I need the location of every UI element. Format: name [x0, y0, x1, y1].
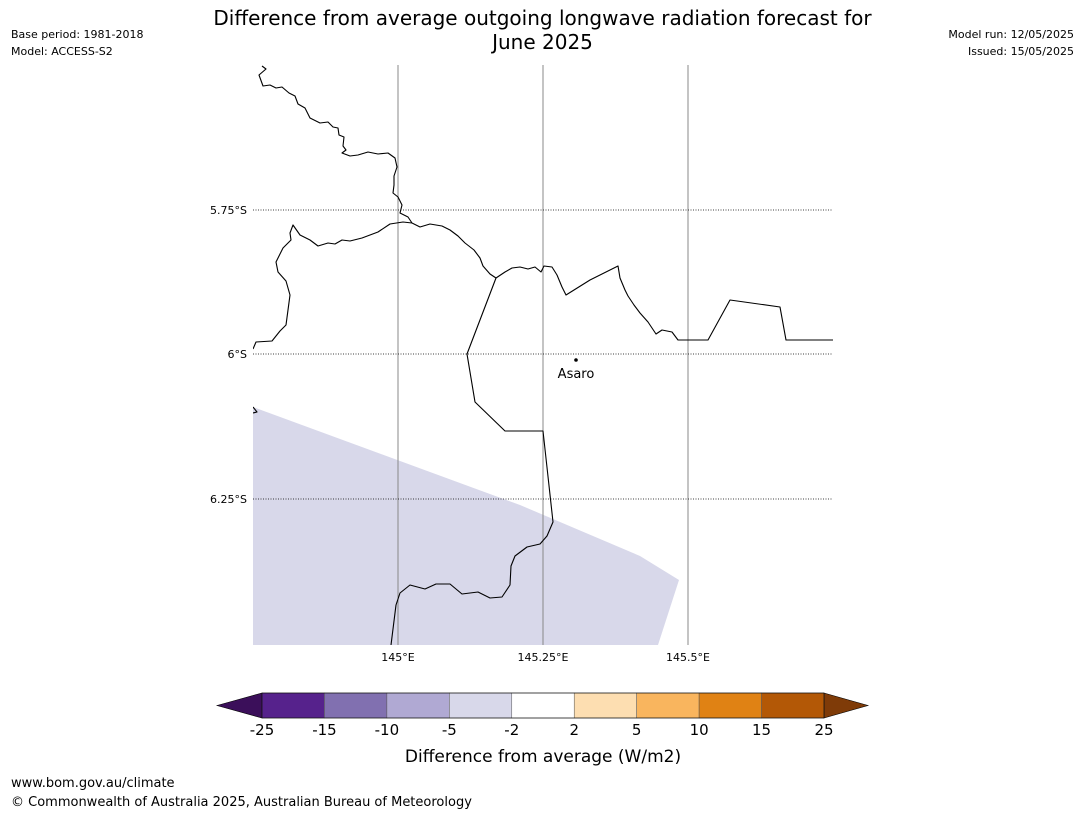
- boundary-central: [253, 221, 413, 350]
- boundary-west-edge: [253, 406, 258, 414]
- boundary-east-north: [411, 222, 833, 341]
- lon-label-145-25e: 145.25°E: [518, 651, 569, 664]
- colorbar-segment: [573, 692, 637, 719]
- colorbar-tick-label: -5: [442, 721, 457, 739]
- colorbar-tick-label: -15: [312, 721, 337, 739]
- footer: www.bom.gov.au/climate © Commonwealth of…: [11, 774, 472, 812]
- colorbar-extend-high: [823, 692, 870, 719]
- footer-url[interactable]: www.bom.gov.au/climate: [11, 776, 175, 791]
- anomaly-region: [253, 407, 679, 645]
- meta-right: Model run: 12/05/2025 Issued: 15/05/2025: [948, 26, 1074, 60]
- colorbar-tick-label: 15: [752, 721, 771, 739]
- colorbar-group: -25 -15 -10 -5 -2 2 5 10 15 25: [215, 692, 870, 739]
- footer-copyright: © Commonwealth of Australia 2025, Austra…: [11, 795, 472, 810]
- colorbar-tick-label: 2: [569, 721, 579, 739]
- model-name: Model: ACCESS-S2: [11, 45, 113, 58]
- colorbar-label: Difference from average (W/m2): [405, 747, 681, 767]
- lat-label-6-25s: 6.25°S: [210, 493, 247, 506]
- colorbar-segment: [261, 692, 325, 719]
- colorbar-segment: [511, 692, 575, 719]
- colorbar-segment: [386, 692, 450, 719]
- boundary-asaro-west: [390, 277, 554, 645]
- colorbar-tick-label: 10: [690, 721, 709, 739]
- district-boundaries: [253, 65, 833, 645]
- colorbar-tick-label: -2: [504, 721, 519, 739]
- colorbar-segment: [449, 692, 513, 719]
- lon-label-145-5e: 145.5°E: [666, 651, 710, 664]
- colorbar-tick-label: 25: [814, 721, 833, 739]
- lat-label-6s: 6°S: [228, 348, 247, 361]
- asaro-marker[interactable]: [574, 358, 578, 362]
- colorbar-frame: [261, 692, 825, 719]
- model-run: Model run: 12/05/2025: [948, 28, 1074, 41]
- colorbar-segment: [761, 692, 825, 719]
- map[interactable]: Asaro 5.75°S 6°S 6.25°S 145°E 145.25°E 1…: [0, 0, 1085, 680]
- lat-label-5-75s: 5.75°S: [210, 204, 247, 217]
- boundary-north: [258, 65, 413, 224]
- base-period: Base period: 1981-2018: [11, 28, 144, 41]
- lon-label-145e: 145°E: [381, 651, 414, 664]
- page-title: Difference from average outgoing longwav…: [170, 6, 915, 54]
- asaro-label: Asaro: [558, 367, 595, 382]
- title-line-2: June 2025: [492, 30, 593, 54]
- issued-date: Issued: 15/05/2025: [967, 45, 1074, 58]
- colorbar-tick-label: -25: [250, 721, 275, 739]
- colorbar-tick-label: -10: [375, 721, 400, 739]
- colorbar-extend-low: [215, 692, 263, 719]
- meta-left: Base period: 1981-2018 Model: ACCESS-S2: [11, 26, 143, 60]
- colorbar-segment: [698, 692, 762, 719]
- map-canvas: Asaro: [253, 65, 833, 645]
- colorbar-segment: [324, 692, 388, 719]
- title-line-1: Difference from average outgoing longwav…: [213, 6, 872, 30]
- colorbar-segment: [636, 692, 700, 719]
- colorbar-tick-label: 5: [632, 721, 642, 739]
